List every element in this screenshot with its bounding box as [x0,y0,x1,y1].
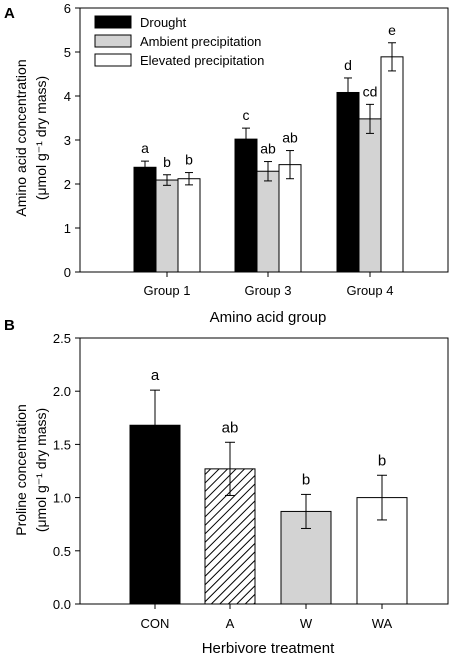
panel-b-x-tick-label: CON [141,616,170,631]
panel-b-significance-letter: b [378,452,386,469]
panel-a-bar [155,179,179,273]
panel-b-x-tick-label: A [226,616,235,631]
panel-b-significance-letter: a [151,367,160,384]
panel-b-y-tick-label: 2.5 [53,331,71,346]
panel-a-legend: Drought Ambient precipitation Elevated pre… [94,15,264,68]
panel-a-y-tick-label: 1 [64,221,71,236]
panel-a-y-tick-label: 3 [64,133,71,148]
panel-b-x-tick-label: WA [372,616,393,631]
panel-a-y-tick-label: 4 [64,89,71,104]
panel-a-significance-letter: ab [260,141,276,157]
panel-b-plot-frame [79,337,449,605]
panel-a-significance-letter: d [344,57,352,73]
panel-a-significance-letter: e [388,22,396,38]
panel-a-significance-letter: cd [363,83,378,99]
panel-a-bar [177,178,201,273]
panel-a-bar [278,164,302,273]
panel-b-y-tick-label: 0.0 [53,597,71,612]
panel-b-significance-letter: b [302,471,310,488]
panel-a-significance-letter: b [185,152,193,168]
panel-a-y-axis-unit: (μmol g⁻¹ dry mass) [33,76,49,200]
panel-a-significance-letter: b [163,154,171,170]
panel-a-bar [234,138,258,273]
panel-b-y-axis-label: Proline concentration [13,404,29,536]
legend-swatch [94,34,132,48]
panel-a-bar [380,56,404,273]
panel-a-x-axis-label: Amino acid group [210,309,327,326]
panel-a-y-tick-label: 0 [64,265,71,280]
legend-swatch [94,53,132,67]
panel-a-bar [358,118,382,273]
panel-b-y-tick-label: 1.0 [53,491,71,506]
legend-label: Elevated precipitation [140,53,264,68]
panel-b-y-tick-label: 1.5 [53,437,71,452]
panel-b: B Herbivore treatment Proline concentrat… [4,317,449,657]
panel-b-significance-letter: ab [222,419,239,436]
panel-a-x-tick-label: Group 4 [347,283,394,298]
panel-a-y-axis-label: Amino acid concentration [13,59,29,216]
panel-b-label: B [4,317,15,334]
panel-b-y-tick-label: 2.0 [53,384,71,399]
panel-b-y-tick-label: 0.5 [53,544,71,559]
panel-a-x-tick-label: Group 1 [144,283,191,298]
panel-a-bar [256,170,280,273]
panel-a-y-tick-label: 5 [64,45,71,60]
panel-a-significance-letter: c [243,107,250,123]
panel-a-significance-letter: a [141,140,149,156]
panel-a-x-tick-label: Group 3 [245,283,292,298]
legend-label: Drought [140,15,187,30]
panel-a-label: A [4,5,15,22]
panel-a: A Amino acid group Amino acid concentrat… [4,1,449,326]
legend-swatch [94,15,132,29]
panel-a-y-tick-label: 6 [64,1,71,16]
panel-b-x-tick-label: W [300,616,313,631]
panel-a-bar [133,166,157,273]
panel-b-y-axis-unit: (μmol g⁻¹ dry mass) [33,408,49,532]
panel-a-bar [336,91,360,273]
panel-a-y-tick-label: 2 [64,177,71,192]
legend-label: Ambient precipitation [140,34,261,49]
panel-b-x-axis-label: Herbivore treatment [202,640,335,657]
panel-a-significance-letter: ab [282,130,298,146]
